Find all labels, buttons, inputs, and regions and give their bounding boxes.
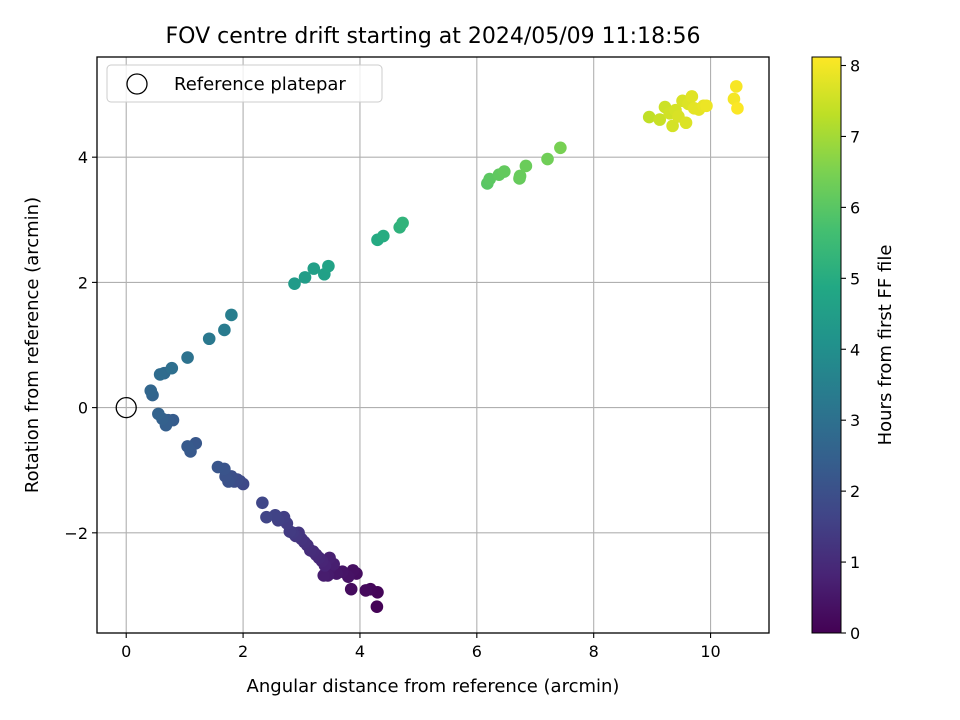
colorbar-tick-label: 5 <box>850 269 860 288</box>
data-point <box>317 569 331 582</box>
data-point <box>731 102 744 115</box>
data-point <box>144 384 158 398</box>
colorbar-tick-label: 8 <box>850 57 860 76</box>
data-point <box>322 259 335 273</box>
colorbar-ticks: 0 1 2 3 4 5 6 7 8 <box>841 57 860 643</box>
data-point <box>396 216 409 230</box>
data-point <box>497 165 511 178</box>
data-point <box>288 277 301 290</box>
data-point <box>260 510 273 524</box>
colorbar: 0 1 2 3 4 5 6 7 8 Hours from first FF file <box>811 56 896 643</box>
data-point <box>218 323 231 337</box>
data-point <box>729 80 743 93</box>
legend: Reference platepar <box>106 64 383 103</box>
data-point <box>519 159 533 173</box>
colorbar-tick-label: 4 <box>850 340 860 359</box>
data-point <box>642 110 656 124</box>
colorbar-tick-label: 6 <box>850 198 860 217</box>
x-tick-label: 10 <box>700 642 720 661</box>
colorbar-tick-label: 7 <box>850 127 860 146</box>
chart-title: FOV centre drift starting at 2024/05/09 … <box>166 24 701 49</box>
data-point <box>344 582 358 596</box>
data-point <box>370 600 384 614</box>
data-point <box>483 172 496 186</box>
plot-frame <box>96 56 770 634</box>
data-point <box>359 584 373 597</box>
y-tick-label: 0 <box>78 399 88 418</box>
data-point <box>181 440 194 453</box>
x-tick-label: 2 <box>238 642 248 661</box>
y-axis-ticks: −2 0 2 4 <box>64 148 97 543</box>
data-points <box>144 80 744 614</box>
colorbar-tick-label: 1 <box>850 553 860 572</box>
data-point <box>152 407 165 421</box>
colorbar-label: Hours from first FF file <box>875 245 896 446</box>
colorbar-tick-label: 0 <box>850 624 860 643</box>
colorbar-tick-label: 2 <box>850 482 860 501</box>
data-point <box>679 116 693 130</box>
data-point <box>225 308 238 322</box>
legend-label-reference: Reference platepar <box>174 74 346 95</box>
y-tick-label: 2 <box>78 273 88 292</box>
data-point <box>554 141 567 155</box>
reference-platepar-marker <box>115 396 137 419</box>
data-point <box>541 152 554 166</box>
x-tick-label: 0 <box>121 642 131 661</box>
y-tick-label: 4 <box>78 148 88 167</box>
x-axis-ticks: 0 2 4 6 8 10 <box>121 633 721 661</box>
colorbar-tick-label: 3 <box>850 411 860 430</box>
legend-marker-reference <box>126 73 148 95</box>
y-axis-label: Rotation from reference (arcmin) <box>22 197 43 493</box>
data-point <box>202 332 216 346</box>
data-point <box>513 169 527 183</box>
x-tick-label: 8 <box>589 642 599 661</box>
data-point <box>256 496 269 510</box>
data-point <box>153 368 167 381</box>
x-axis-label: Angular distance from reference (arcmin) <box>247 676 620 697</box>
data-point <box>377 229 390 243</box>
legend-box <box>106 64 383 103</box>
data-point <box>298 271 312 284</box>
data-point <box>653 113 667 126</box>
y-tick-label: −2 <box>64 524 88 543</box>
data-point <box>700 99 713 113</box>
data-point <box>165 361 179 375</box>
data-point <box>181 351 194 364</box>
x-tick-label: 6 <box>472 642 482 661</box>
x-tick-label: 4 <box>355 642 365 661</box>
grid-lines <box>97 57 769 633</box>
data-point <box>685 90 699 103</box>
colorbar-gradient <box>811 56 842 634</box>
data-point <box>211 460 225 474</box>
data-point <box>307 262 321 275</box>
data-point <box>666 119 679 133</box>
